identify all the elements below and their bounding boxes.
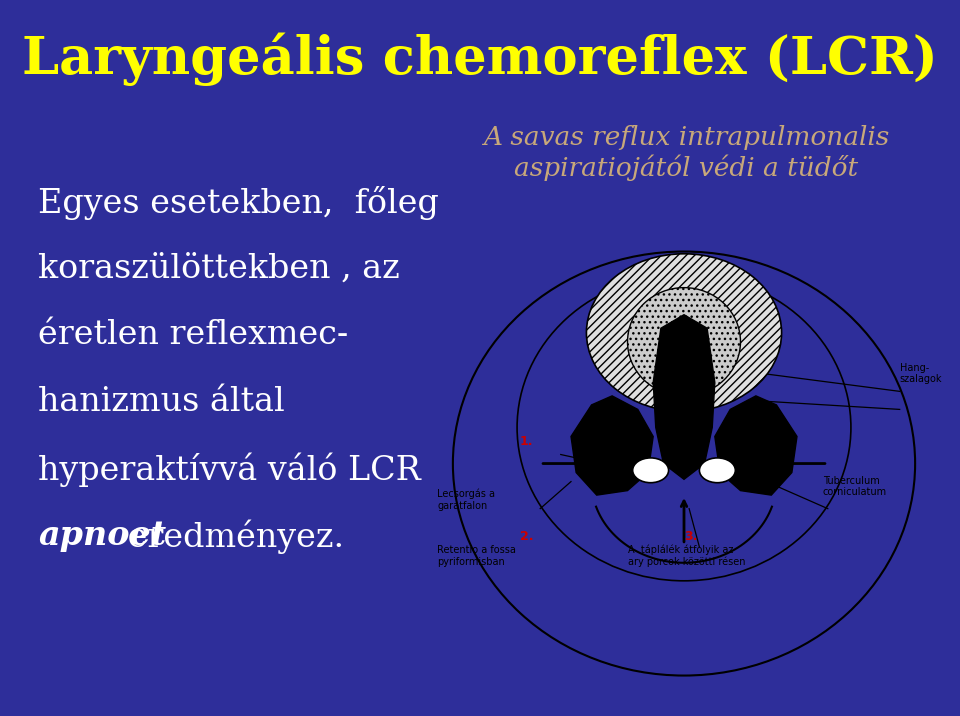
Polygon shape	[571, 396, 653, 495]
Text: apnoet: apnoet	[38, 519, 166, 552]
Text: Hang-
szalagok: Hang- szalagok	[900, 363, 942, 384]
Text: Laryngeális chemoreflex (LCR): Laryngeális chemoreflex (LCR)	[22, 32, 938, 86]
Text: éretlen reflexmec-: éretlen reflexmec-	[38, 319, 348, 352]
Text: 2.: 2.	[519, 531, 533, 543]
Text: A savas reflux intrapulmonalis
aspiratiojától védi a tüdőt: A savas reflux intrapulmonalis aspiratio…	[483, 125, 890, 181]
Text: A  táplálék átfolyik az
ary porcok közötti résen: A táplálék átfolyik az ary porcok között…	[628, 544, 745, 567]
Polygon shape	[653, 315, 715, 479]
Polygon shape	[715, 396, 797, 495]
Text: Lecsorgás a
garatfalon: Lecsorgás a garatfalon	[438, 488, 495, 511]
Text: hyperaktívvá váló LCR: hyperaktívvá váló LCR	[38, 453, 421, 487]
Ellipse shape	[700, 458, 735, 483]
Text: koraszülöttekben , az: koraszülöttekben , az	[38, 253, 400, 285]
Text: hanizmus által: hanizmus által	[38, 386, 285, 418]
Ellipse shape	[628, 288, 740, 396]
Ellipse shape	[587, 253, 781, 412]
Text: Tuberculum
corniculatum: Tuberculum corniculatum	[823, 475, 887, 497]
Text: 1.: 1.	[519, 435, 533, 448]
Ellipse shape	[633, 458, 668, 483]
Text: eredményez.: eredményez.	[117, 519, 345, 553]
Text: 3.: 3.	[684, 531, 697, 543]
Text: Retentio a fossa
pyriformisban: Retentio a fossa pyriformisban	[438, 546, 516, 567]
Text: Egyes esetekben,  főleg: Egyes esetekben, főleg	[38, 186, 440, 220]
